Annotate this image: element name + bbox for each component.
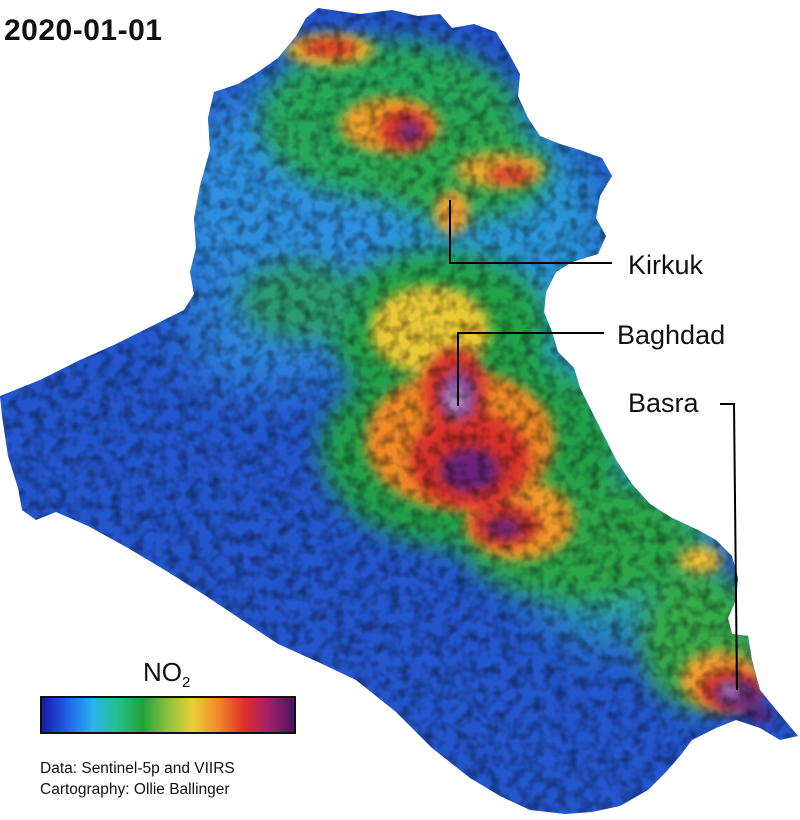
legend-title-main: NO bbox=[143, 657, 182, 687]
city-label-kirkuk: Kirkuk bbox=[628, 250, 704, 280]
basra-leader-line bbox=[720, 403, 738, 691]
credit-cartography: Cartography: Ollie Ballinger bbox=[40, 781, 230, 798]
legend-title-sub: 2 bbox=[182, 674, 191, 691]
credit-data: Data: Sentinel-5p and VIIRS bbox=[40, 760, 235, 777]
legend-title: NO2 bbox=[143, 657, 190, 691]
city-label-baghdad: Baghdad bbox=[617, 320, 725, 350]
baghdad-leader-line bbox=[457, 332, 604, 406]
date-label: 2020-01-01 bbox=[4, 14, 163, 47]
kirkuk-leader-line bbox=[449, 200, 612, 264]
city-label-basra: Basra bbox=[628, 388, 700, 418]
legend-colorbar bbox=[40, 696, 296, 734]
